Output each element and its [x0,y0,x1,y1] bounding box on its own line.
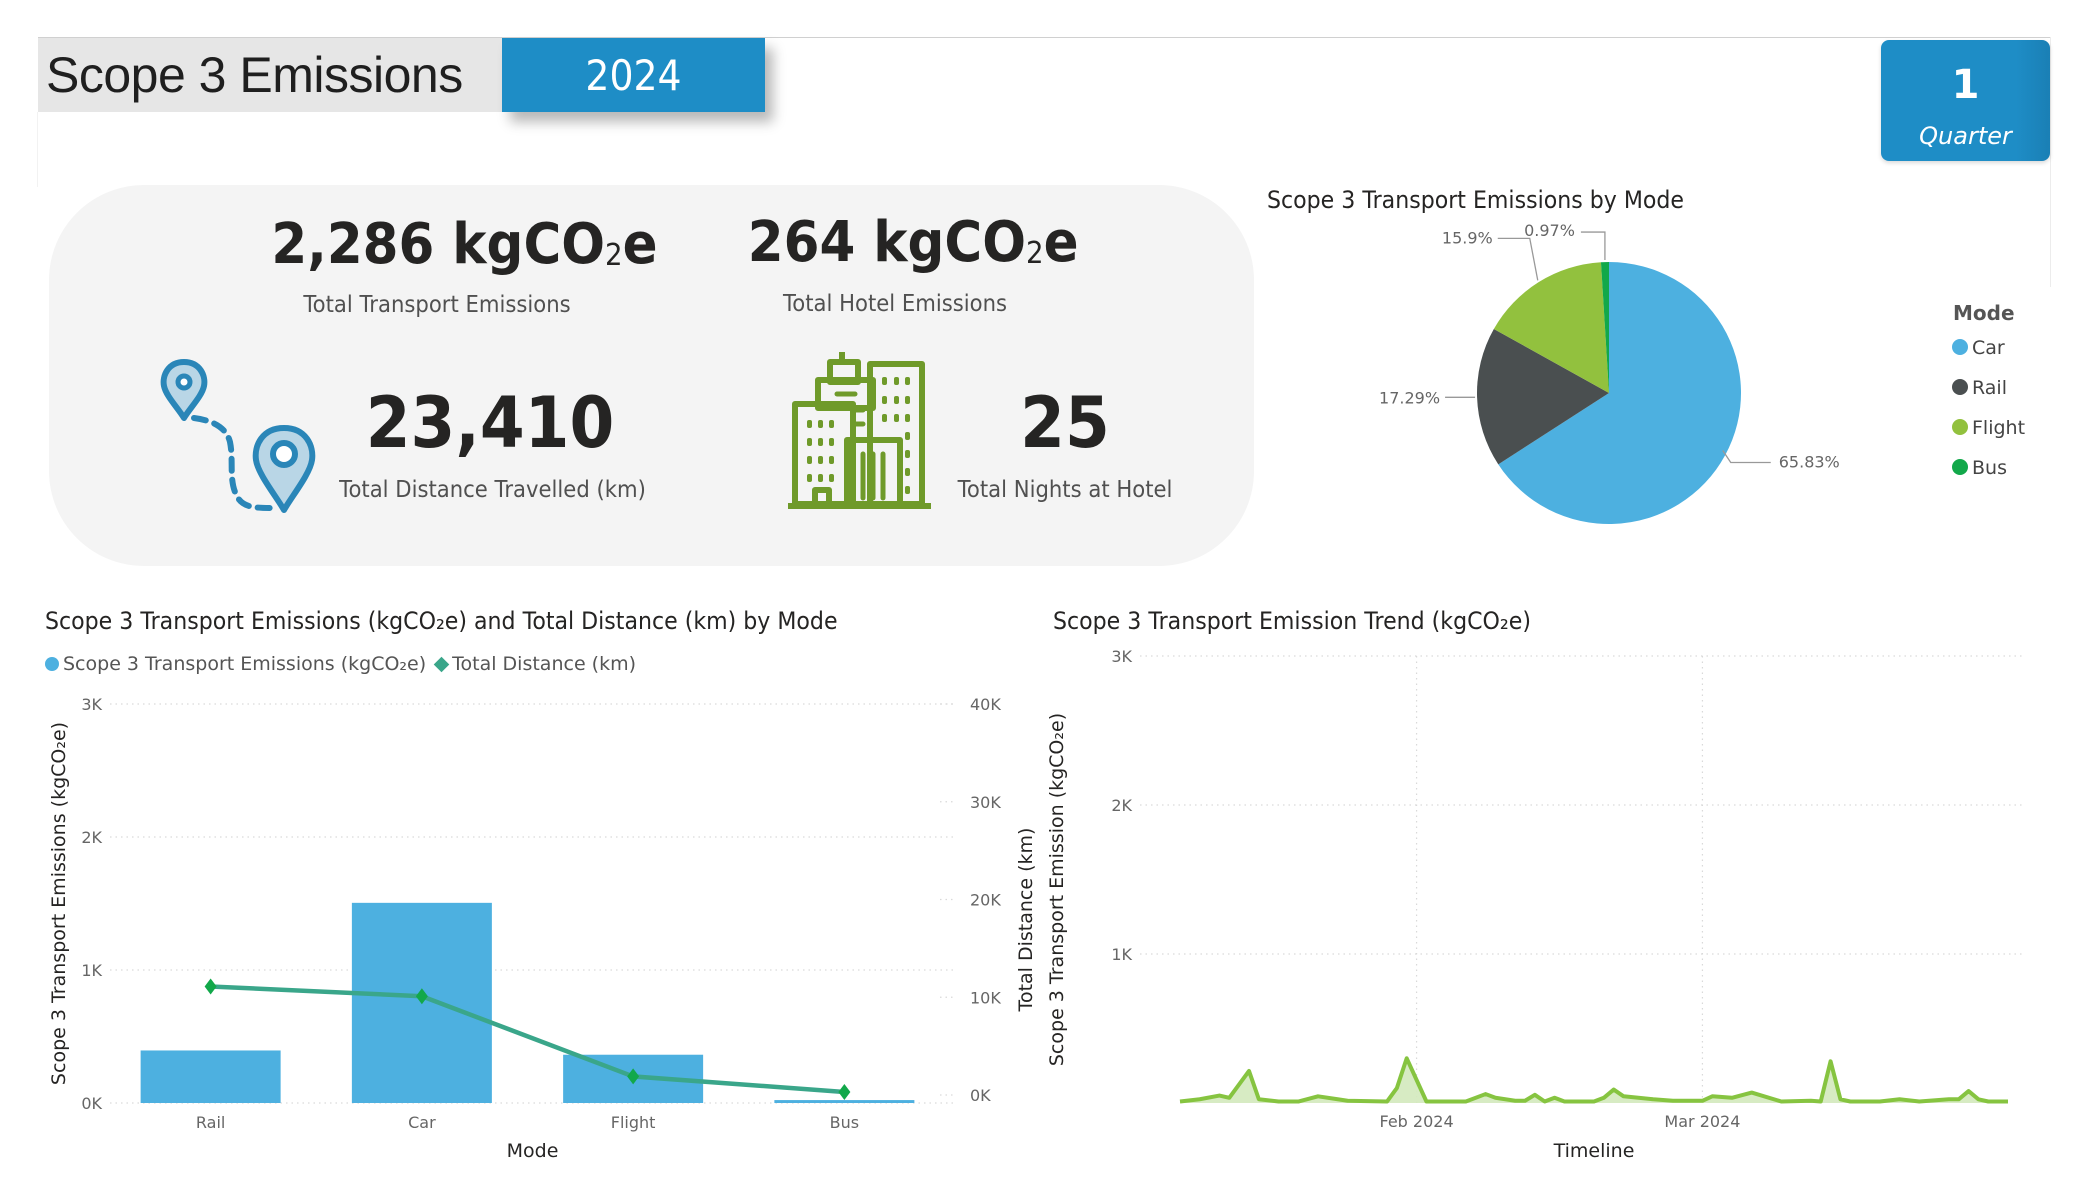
combo-y2-axis-title: Total Distance (km) [1015,828,1037,1013]
pie-data-label-rail: 17.29% [1379,388,1440,407]
pie-legend-marker-car [1952,339,1968,355]
pie-data-label-bus: 0.97% [1524,221,1575,240]
combo-distance-marker-car [415,988,428,1005]
combo-x-tick-label: Rail [196,1113,225,1132]
hotel-buildings-icon [788,352,931,509]
pie-leader-flight [1497,237,1539,281]
kpi-nights-value: 25 [1020,382,1110,464]
combo-distance-line [210,984,845,1095]
pie-legend-label-rail: Rail [1972,377,2007,399]
trend-area-fill [1180,1058,2008,1103]
combo-y2-tick-label: 0K [970,1086,991,1105]
kpi-hotel-emissions-label: Total Hotel Emissions [782,291,1008,317]
combo-distance-marker-flight [627,1068,640,1085]
pie-data-label-car: 65.83% [1779,452,1840,471]
pie-data-label-flight: 15.9% [1442,228,1493,247]
pie-leader-bus [1580,231,1606,261]
map-route-pins-icon [160,359,316,513]
pie-leader-car [1722,450,1771,464]
combo-x-tick-label: Bus [830,1113,859,1132]
pie-legend-label-flight: Flight [1972,417,2025,439]
trend-y-axis-title: Scope 3 Transport Emission (kgCO₂e) [1046,713,1068,1066]
pie-legend-label-bus: Bus [1972,457,2007,479]
trend-y-tick-label: 1K [1111,945,1132,964]
combo-y-tick-label: 3K [81,695,102,714]
quarter-card[interactable]: 1 Quarter [1881,40,2050,161]
combo-x-tick-label: Car [408,1113,436,1132]
pie-slice-car [1498,262,1741,524]
legend-distance-label: Total Distance (km) [452,653,637,675]
combo-y-tick-label: 2K [81,828,102,847]
page-frame-left [37,112,38,187]
pie-slice-rail [1477,328,1609,465]
legend-emissions-marker [45,657,59,671]
kpi-distance-label: Total Distance Travelled (km) [339,477,646,503]
report-title-box: Scope 3 Emissions [38,38,502,112]
trend-y-tick-label: 3K [1111,647,1132,666]
page-frame-right [2050,37,2051,287]
combo-bar-rail [140,1050,281,1103]
combo-bar-bus [774,1100,915,1103]
page-frame-top [38,37,2050,38]
combo-y-tick-label: 0K [81,1094,102,1113]
pie-legend-title: Mode [1953,301,2015,325]
pie-legend-marker-flight [1952,419,1968,435]
trend-y-tick-label: 2K [1111,796,1132,815]
trend-x-tick-label: Feb 2024 [1380,1112,1454,1131]
year-value: 2024 [585,50,682,100]
pie-chart-title: Scope 3 Transport Emissions by Mode [1267,186,1685,214]
combo-y2-tick-label: 40K [970,695,1001,714]
legend-distance-marker [433,656,450,672]
kpi-card [49,185,1254,566]
kpi-hotel-emissions-value: 264 kgCO2e [747,210,1079,275]
pie-slice-bus [1600,262,1609,393]
combo-x-axis-title: Mode [507,1140,559,1162]
kpi-transport-emissions-value: 2,286 kgCO2e [271,212,658,277]
pie-legend-marker-rail [1952,379,1968,395]
trend-line [1179,1056,2008,1104]
kpi-nights-label: Total Nights at Hotel [957,477,1173,503]
combo-y-tick-label: 1K [81,961,102,980]
legend-emissions-label: Scope 3 Transport Emissions (kgCO₂e) [63,653,427,675]
pie-slice-flight [1493,262,1609,393]
quarter-value: 1 [1951,62,1980,108]
combo-distance-marker-rail [204,978,217,995]
trend-chart-title: Scope 3 Transport Emission Trend (kgCO₂e… [1053,607,1531,635]
combo-y2-tick-label: 30K [970,793,1001,812]
kpi-transport-emissions-label: Total Transport Emissions [303,292,571,318]
combo-y2-tick-label: 10K [970,988,1001,1007]
combo-x-tick-label: Flight [611,1113,656,1132]
combo-chart: 0K 1K 2K 3K 0K 10K 20K 30K 40K Rail Car Flight Bus Mo… [48,695,1037,1162]
combo-chart-legend: Scope 3 Transport Emissions (kgCO₂e) Tot… [45,653,636,675]
quarter-label: Quarter [1919,122,2012,150]
kpi-distance-value: 23,410 [365,382,615,464]
pie-chart: 65.83% 17.29% 15.9% 0.97% Mode Car Rail Flight B… [1379,221,2025,524]
building-windows [807,377,910,494]
trend-x-tick-label: Mar 2024 [1664,1112,1740,1131]
report-title: Scope 3 Emissions [46,47,463,103]
combo-chart-title: Scope 3 Transport Emissions (kgCO₂e) and… [45,607,838,635]
trend-x-axis-title: Timeline [1553,1140,1635,1162]
trend-chart: 1K 2K 3K Feb 2024 Mar 2024 Timeline Scope 3 Tr… [1046,647,2025,1162]
pie-legend-label-car: Car [1972,337,2005,359]
year-filter-button[interactable]: 2024 [502,38,765,112]
pie-legend-marker-bus [1952,459,1968,475]
combo-y-axis-title: Scope 3 Transport Emissions (kgCO₂e) [48,722,70,1085]
combo-y2-tick-label: 20K [970,891,1001,910]
combo-distance-marker-bus [838,1083,851,1100]
